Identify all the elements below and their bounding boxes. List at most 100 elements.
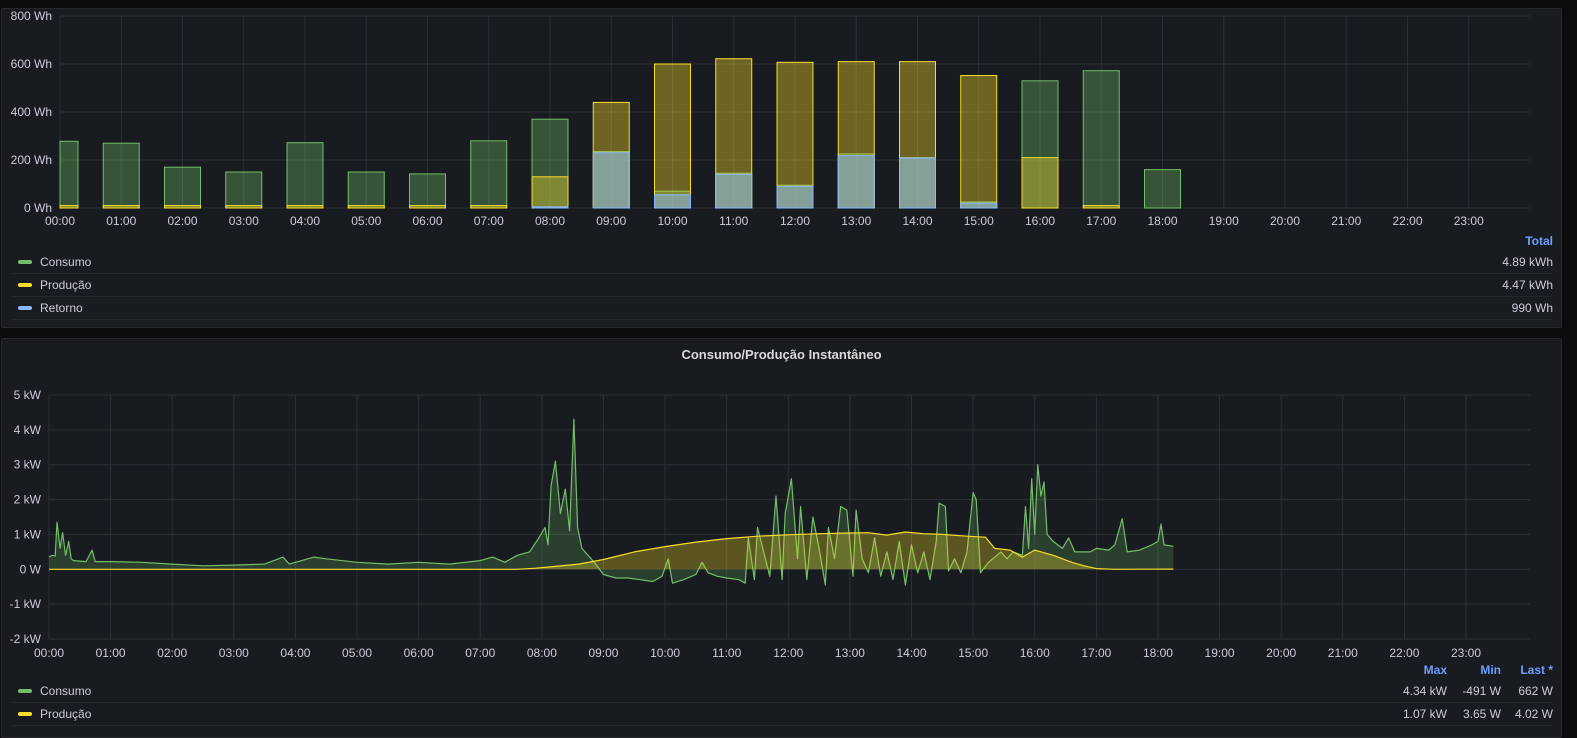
x-tick-label: 08:00 bbox=[527, 646, 557, 660]
x-tick-label: 03:00 bbox=[229, 214, 259, 228]
y-tick-label: 3 kW bbox=[14, 458, 42, 472]
legend-row-producao[interactable]: Produção 4.47 kWh bbox=[12, 274, 1553, 297]
x-tick-label: 17:00 bbox=[1081, 646, 1111, 660]
x-tick-label: 02:00 bbox=[167, 214, 197, 228]
legend-header-last[interactable]: Last * bbox=[1520, 663, 1553, 677]
bar-producao bbox=[59, 205, 79, 209]
x-tick-label: 08:00 bbox=[535, 214, 565, 228]
y-tick-label: 0 W bbox=[20, 562, 42, 576]
bar-producao bbox=[1021, 157, 1059, 209]
bar-consumo bbox=[286, 142, 324, 209]
x-tick-label: 05:00 bbox=[342, 646, 372, 660]
x-tick-label: 16:00 bbox=[1025, 214, 1055, 228]
instant-power-chart: -2 kW -1 kW 0 W 1 kW 2 kW 3 kW 4 kW 5 kW 00:00 01… bbox=[10, 388, 1530, 660]
legend-max-value: 1.07 kW bbox=[1402, 707, 1447, 721]
x-tick-label: 18:00 bbox=[1147, 214, 1177, 228]
x-tick-label: 09:00 bbox=[588, 646, 618, 660]
x-tick-label: 09:00 bbox=[596, 214, 626, 228]
bar-consumo bbox=[1144, 169, 1181, 209]
y-tick-label: -1 kW bbox=[10, 597, 42, 611]
legend-row-consumo[interactable]: Consumo 4.34 kW -491 W 662 W bbox=[12, 680, 1553, 703]
bar-producao bbox=[409, 205, 446, 209]
x-tick-label: 04:00 bbox=[290, 214, 320, 228]
bar-retorno bbox=[715, 173, 753, 209]
legend-header-max[interactable]: Max bbox=[1423, 663, 1447, 677]
x-tick-label: 07:00 bbox=[474, 214, 504, 228]
bar-consumo bbox=[531, 118, 569, 209]
x-tick-label: 10:00 bbox=[657, 214, 687, 228]
x-tick-label: 23:00 bbox=[1451, 646, 1481, 660]
bar-consumo bbox=[102, 142, 140, 209]
producao-series-line bbox=[49, 531, 1174, 570]
legend-header-total[interactable]: Total bbox=[1525, 234, 1553, 248]
bar-consumo bbox=[347, 171, 385, 209]
y-tick-label: 800 Wh bbox=[11, 9, 52, 23]
y-tick-label: 600 Wh bbox=[11, 57, 52, 71]
legend-total-value: 990 Wh bbox=[1511, 301, 1553, 315]
bar-producao bbox=[164, 205, 201, 209]
bar-consumo bbox=[1021, 80, 1059, 209]
legend-last-value: 662 W bbox=[1518, 684, 1553, 698]
panel-title[interactable]: Consumo/Produção Instantâneo bbox=[681, 347, 882, 362]
bar-consumo bbox=[59, 140, 79, 209]
x-tick-label: 13:00 bbox=[841, 214, 871, 228]
x-tick-label: 22:00 bbox=[1389, 646, 1419, 660]
x-tick-label: 11:00 bbox=[712, 646, 741, 660]
legend-max-value: 4.34 kW bbox=[1402, 684, 1447, 698]
consumo-series-line bbox=[48, 418, 1174, 586]
legend-swatch bbox=[18, 689, 32, 693]
energy-bar-chart: 0 Wh 200 Wh 400 Wh 600 Wh 800 Wh 00:00 01:00 02… bbox=[11, 9, 1530, 228]
legend-total-value: 4.47 kWh bbox=[1502, 278, 1553, 292]
x-tick-label: 00:00 bbox=[34, 646, 64, 660]
legend-row-retorno[interactable]: Retorno 990 Wh bbox=[12, 297, 1553, 320]
bar-producao bbox=[1082, 205, 1120, 209]
x-tick-label: 12:00 bbox=[773, 646, 803, 660]
bar-legend: Total Consumo 4.89 kWh Produção 4.47 kWh… bbox=[12, 231, 1553, 320]
legend-swatch bbox=[18, 712, 32, 716]
x-tick-label: 15:00 bbox=[958, 646, 988, 660]
legend-row-producao[interactable]: Produção 1.07 kW 3.65 W 4.02 W bbox=[12, 703, 1553, 726]
legend-swatch bbox=[18, 283, 32, 287]
legend-series-name: Consumo bbox=[40, 255, 92, 269]
y-tick-label: 200 Wh bbox=[11, 153, 52, 167]
legend-header: Total bbox=[12, 231, 1553, 251]
bar-consumo bbox=[1082, 70, 1120, 209]
x-tick-label: 15:00 bbox=[964, 214, 994, 228]
x-tick-label: 05:00 bbox=[351, 214, 381, 228]
legend-header: Max Min Last * bbox=[12, 660, 1553, 680]
x-tick-label: 04:00 bbox=[280, 646, 310, 660]
x-tick-label: 20:00 bbox=[1266, 646, 1296, 660]
x-tick-label: 03:00 bbox=[219, 646, 249, 660]
legend-min-value: 3.65 W bbox=[1462, 707, 1501, 721]
legend-series-name: Produção bbox=[40, 707, 92, 721]
legend-header-min[interactable]: Min bbox=[1480, 663, 1501, 677]
x-tick-label: 21:00 bbox=[1328, 646, 1358, 660]
bar-producao bbox=[531, 176, 569, 209]
bar-consumo bbox=[225, 171, 263, 209]
bar-retorno bbox=[776, 185, 814, 209]
bar-retorno bbox=[654, 194, 691, 209]
bar-retorno bbox=[899, 157, 936, 209]
x-tick-label: 11:00 bbox=[719, 214, 748, 228]
legend-row-consumo[interactable]: Consumo 4.89 kWh bbox=[12, 251, 1553, 274]
x-tick-label: 20:00 bbox=[1270, 214, 1300, 228]
x-tick-label: 12:00 bbox=[780, 214, 810, 228]
bar-retorno bbox=[531, 206, 569, 209]
y-tick-label: -2 kW bbox=[10, 632, 42, 646]
energy-bar-panel: 0 Wh 200 Wh 400 Wh 600 Wh 800 Wh 00:00 01:00 02… bbox=[1, 8, 1562, 328]
x-tick-label: 01:00 bbox=[96, 646, 126, 660]
x-tick-label: 02:00 bbox=[157, 646, 187, 660]
y-tick-label: 400 Wh bbox=[11, 105, 52, 119]
x-tick-label: 22:00 bbox=[1392, 214, 1422, 228]
y-tick-label: 1 kW bbox=[14, 527, 42, 541]
x-tick-label: 00:00 bbox=[45, 214, 75, 228]
bar-retorno bbox=[837, 155, 875, 209]
x-tick-label: 18:00 bbox=[1143, 646, 1173, 660]
bar-producao bbox=[776, 61, 814, 209]
bar-retorno bbox=[960, 202, 998, 209]
bar-consumo bbox=[470, 140, 508, 209]
instant-power-panel: Consumo/Produção Instantâneo -2 kW -1 kW 0… bbox=[1, 338, 1562, 738]
y-tick-label: 2 kW bbox=[14, 493, 42, 507]
x-tick-label: 06:00 bbox=[412, 214, 442, 228]
legend-series-name: Retorno bbox=[40, 301, 83, 315]
